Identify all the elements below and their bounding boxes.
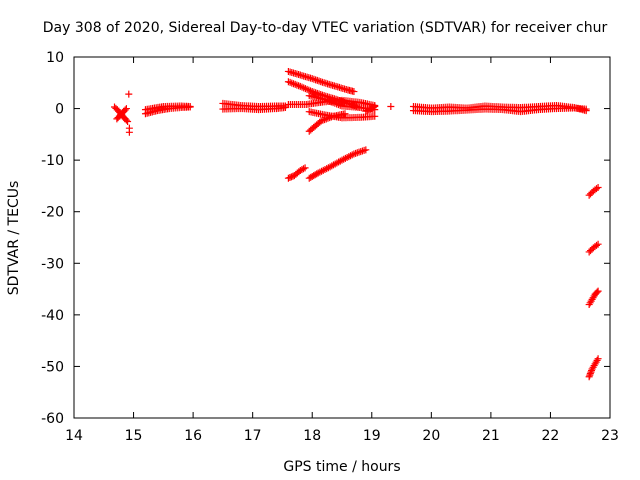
y-tick-label: -50 [41, 359, 64, 375]
data-point [291, 80, 299, 88]
data-point [594, 287, 602, 295]
data-point [593, 185, 601, 193]
data-point [341, 110, 349, 118]
data-point [287, 173, 295, 181]
data-point [293, 81, 301, 89]
data-point [366, 105, 374, 113]
data-point [594, 240, 602, 248]
data-point [311, 171, 319, 179]
chart-title: Day 308 of 2020, Sidereal Day-to-day VTE… [43, 20, 608, 36]
data-point [295, 82, 303, 90]
data-point [594, 355, 602, 363]
ticks: 14 15 16 17 18 19 20 21 22 23 10 0 -10 -20 -30 -40 -50 -6… [41, 50, 619, 444]
data-point [125, 90, 133, 98]
data-point [369, 104, 377, 112]
data-point [284, 78, 292, 86]
x-tick-label: 19 [363, 428, 381, 444]
data-point [288, 79, 296, 87]
x-axis-label: GPS time / hours [283, 459, 400, 475]
y-tick-label: -60 [41, 411, 64, 427]
data-point [365, 106, 373, 114]
y-tick-label: -40 [41, 308, 64, 324]
data-point [362, 146, 370, 154]
data-point [326, 114, 334, 122]
data-point [286, 78, 294, 86]
y-tick-label: 0 [55, 102, 64, 118]
data-point [308, 172, 316, 180]
data-point [186, 103, 194, 111]
y-tick-label: -30 [41, 256, 64, 272]
data-point [122, 105, 130, 113]
x-tick-label: 23 [601, 428, 619, 444]
data-point [286, 174, 294, 182]
data-point [121, 106, 129, 114]
data-point [310, 172, 318, 180]
data-point [301, 85, 309, 93]
x-tick-label: 18 [303, 428, 321, 444]
x-tick-label: 20 [422, 428, 440, 444]
data-point [281, 104, 289, 112]
data-point [299, 165, 307, 173]
x-tick-label: 16 [184, 428, 202, 444]
data-point [348, 151, 356, 159]
data-point [290, 80, 298, 88]
data-point [324, 114, 332, 122]
data-point [593, 288, 601, 296]
data-point [298, 166, 306, 174]
data-point [317, 117, 325, 125]
y-axis-label: SDTVAR / TECUs [6, 181, 22, 296]
data-point [582, 105, 590, 113]
data-point [122, 116, 130, 124]
x-tick-label: 15 [125, 428, 143, 444]
x-tick-label: 22 [542, 428, 560, 444]
data-point [303, 85, 311, 93]
x-tick-label: 17 [244, 428, 262, 444]
data-point [362, 107, 370, 115]
data-points [110, 67, 602, 381]
data-point [371, 112, 379, 120]
data-point [371, 103, 379, 111]
data-point [363, 107, 371, 115]
y-tick-label: 10 [46, 50, 64, 66]
y-tick-label: -10 [41, 153, 64, 169]
data-point [321, 116, 329, 124]
data-point [301, 164, 309, 172]
data-point [300, 84, 308, 92]
data-point [284, 174, 292, 182]
data-point [319, 116, 327, 124]
plot-border [73, 56, 611, 419]
data-point [594, 183, 602, 191]
data-point [593, 356, 601, 364]
data-point [296, 82, 304, 90]
x-tick-label: 14 [65, 428, 83, 444]
data-point [350, 88, 358, 96]
y-tick-label: -20 [41, 205, 64, 221]
data-point [305, 174, 313, 182]
data-point [125, 128, 133, 136]
data-point [593, 241, 601, 249]
data-point [296, 166, 304, 174]
x-tick-label: 21 [482, 428, 500, 444]
data-point [298, 83, 306, 91]
data-point [322, 115, 330, 123]
data-point [307, 173, 315, 181]
data-point [327, 113, 335, 121]
data-point [124, 117, 132, 125]
data-point [387, 103, 395, 111]
